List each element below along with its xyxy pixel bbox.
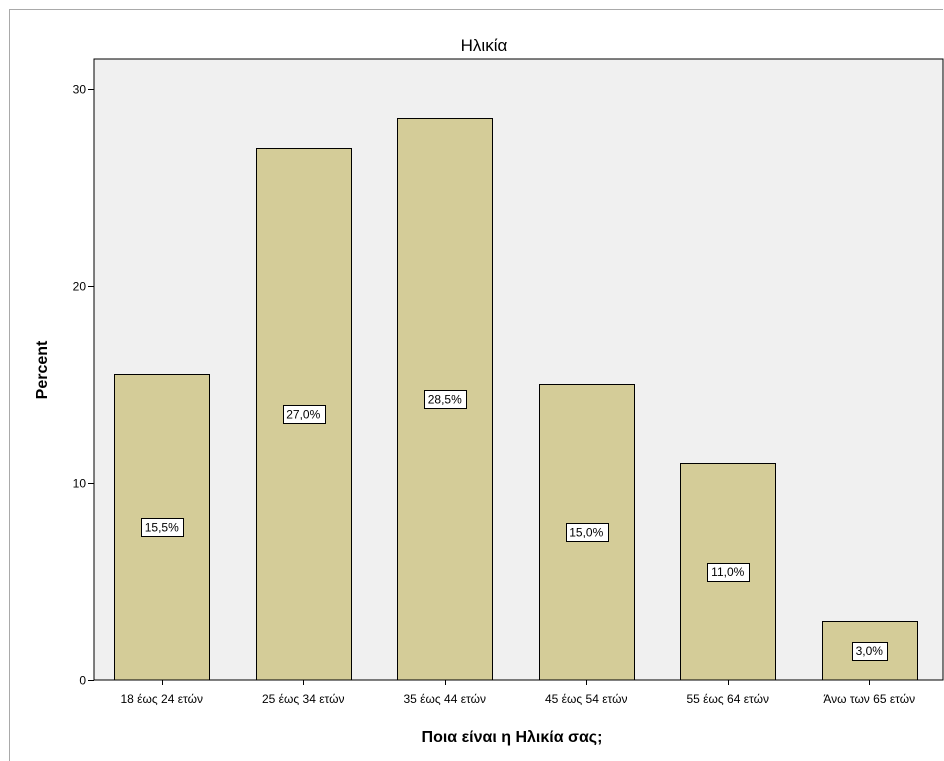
data-label: 11,0% <box>711 565 744 579</box>
data-label-box <box>283 405 326 424</box>
x-tick-label: 25 έως 34 ετών <box>262 692 345 706</box>
x-tick-label: 45 έως 54 ετών <box>545 692 628 706</box>
y-axis: 0 10 20 30 <box>73 83 94 688</box>
y-tick-label: 10 <box>73 477 87 491</box>
data-label: 15,5% <box>145 520 179 534</box>
x-tick-label: 35 έως 44 ετών <box>404 692 487 706</box>
chart-title: Ηλικία <box>461 36 508 55</box>
x-axis: 18 έως 24 ετών 25 έως 34 ετών 35 έως 44 ετ… <box>121 680 915 706</box>
data-label: 3,0% <box>856 644 884 658</box>
y-tick-label: 30 <box>73 83 87 97</box>
data-label: 15,0% <box>569 525 603 539</box>
y-tick-label: 0 <box>79 674 86 688</box>
y-tick-label: 20 <box>73 280 87 294</box>
data-label-box <box>707 563 750 582</box>
data-label-box <box>424 390 467 409</box>
data-label: 27,0% <box>286 407 320 421</box>
x-tick-label: Άνω των 65 ετών <box>823 692 915 706</box>
bars: 15,5% 27,0% 28,5% 15,0% 11,0% 3,0% <box>114 118 918 681</box>
data-label-box <box>566 523 609 542</box>
data-label: 28,5% <box>428 392 462 406</box>
x-tick-label: 18 έως 24 ετών <box>121 692 204 706</box>
x-axis-title: Ποια είναι η Ηλικία σας; <box>422 729 603 746</box>
x-tick-label: 55 έως 64 ετών <box>687 692 770 706</box>
y-axis-title: Percent <box>34 340 51 399</box>
plot-area <box>93 58 944 681</box>
chart-frame <box>9 9 943 761</box>
data-label-box <box>852 642 888 661</box>
data-label-box <box>141 518 184 537</box>
